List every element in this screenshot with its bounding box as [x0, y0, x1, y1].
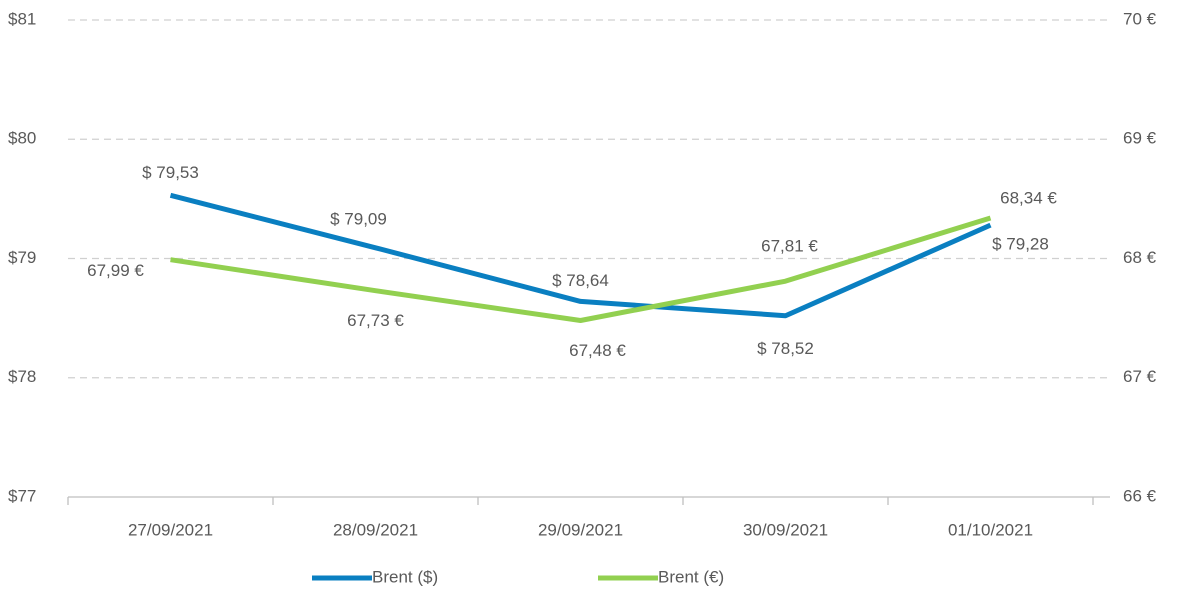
y2-tick-label: 68 €: [1123, 248, 1157, 267]
data-label: 68,34 €: [1000, 188, 1057, 207]
x-tick-label: 28/09/2021: [333, 520, 418, 539]
data-label: 67,73 €: [347, 311, 404, 330]
x-tick-label: 29/09/2021: [538, 520, 623, 539]
y2-tick-label: 70 €: [1123, 9, 1157, 28]
data-label: $ 78,64: [552, 271, 609, 290]
data-label: 67,81 €: [761, 237, 818, 256]
data-label: 67,48 €: [569, 341, 626, 360]
y2-tick-label: 69 €: [1123, 129, 1157, 148]
y2-tick-label: 67 €: [1123, 367, 1157, 386]
y-tick-label: $80: [8, 129, 36, 148]
y-tick-label: $77: [8, 486, 36, 505]
series-line: [170, 215, 992, 324]
y-tick-label: $78: [8, 367, 36, 386]
x-tick-label: 30/09/2021: [743, 520, 828, 539]
data-label: $ 79,53: [142, 163, 199, 182]
y-tick-label: $81: [8, 9, 36, 28]
data-label: $ 78,52: [757, 339, 814, 358]
x-tick-label: 27/09/2021: [128, 520, 213, 539]
legend-label: Brent (€): [658, 567, 724, 586]
y2-tick-label: 66 €: [1123, 486, 1157, 505]
legend-label: Brent ($): [372, 567, 438, 586]
data-label: $ 79,28: [992, 235, 1049, 254]
data-label: 67,99 €: [87, 261, 144, 280]
series-line: [169, 192, 992, 319]
y-tick-label: $79: [8, 248, 36, 267]
x-tick-label: 01/10/2021: [948, 520, 1033, 539]
data-label: $ 79,09: [330, 209, 387, 228]
